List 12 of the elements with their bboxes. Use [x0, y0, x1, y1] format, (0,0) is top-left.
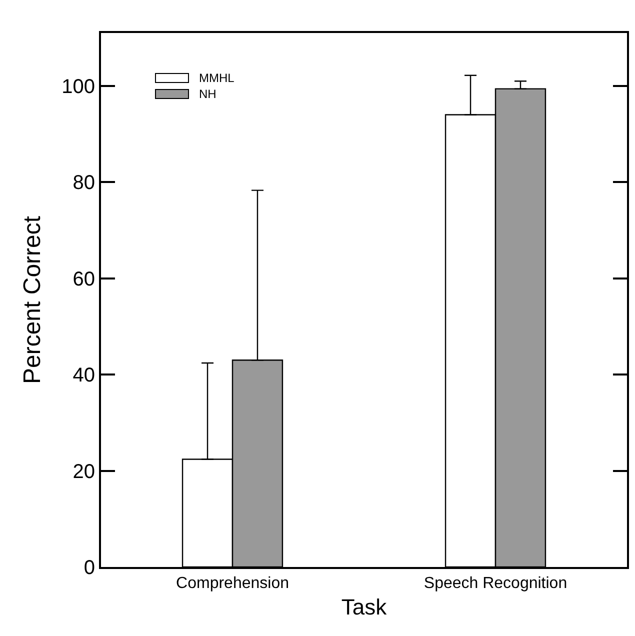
- legend-label: NH: [199, 87, 216, 101]
- y-tick-label: 20: [72, 460, 95, 483]
- x-tick-label: Speech Recognition: [424, 575, 568, 592]
- x-tick-label: Comprehension: [176, 575, 289, 592]
- x-axis-title: Task: [341, 594, 388, 620]
- y-tick-label: 0: [84, 557, 95, 579]
- y-tick-label: 40: [72, 364, 95, 387]
- y-tick-label: 80: [72, 172, 95, 194]
- legend-label: MMHL: [199, 71, 234, 85]
- y-tick-label: 100: [62, 76, 95, 98]
- y-tick-label: 60: [72, 268, 95, 290]
- y-axis-title: Percent Correct: [19, 216, 46, 384]
